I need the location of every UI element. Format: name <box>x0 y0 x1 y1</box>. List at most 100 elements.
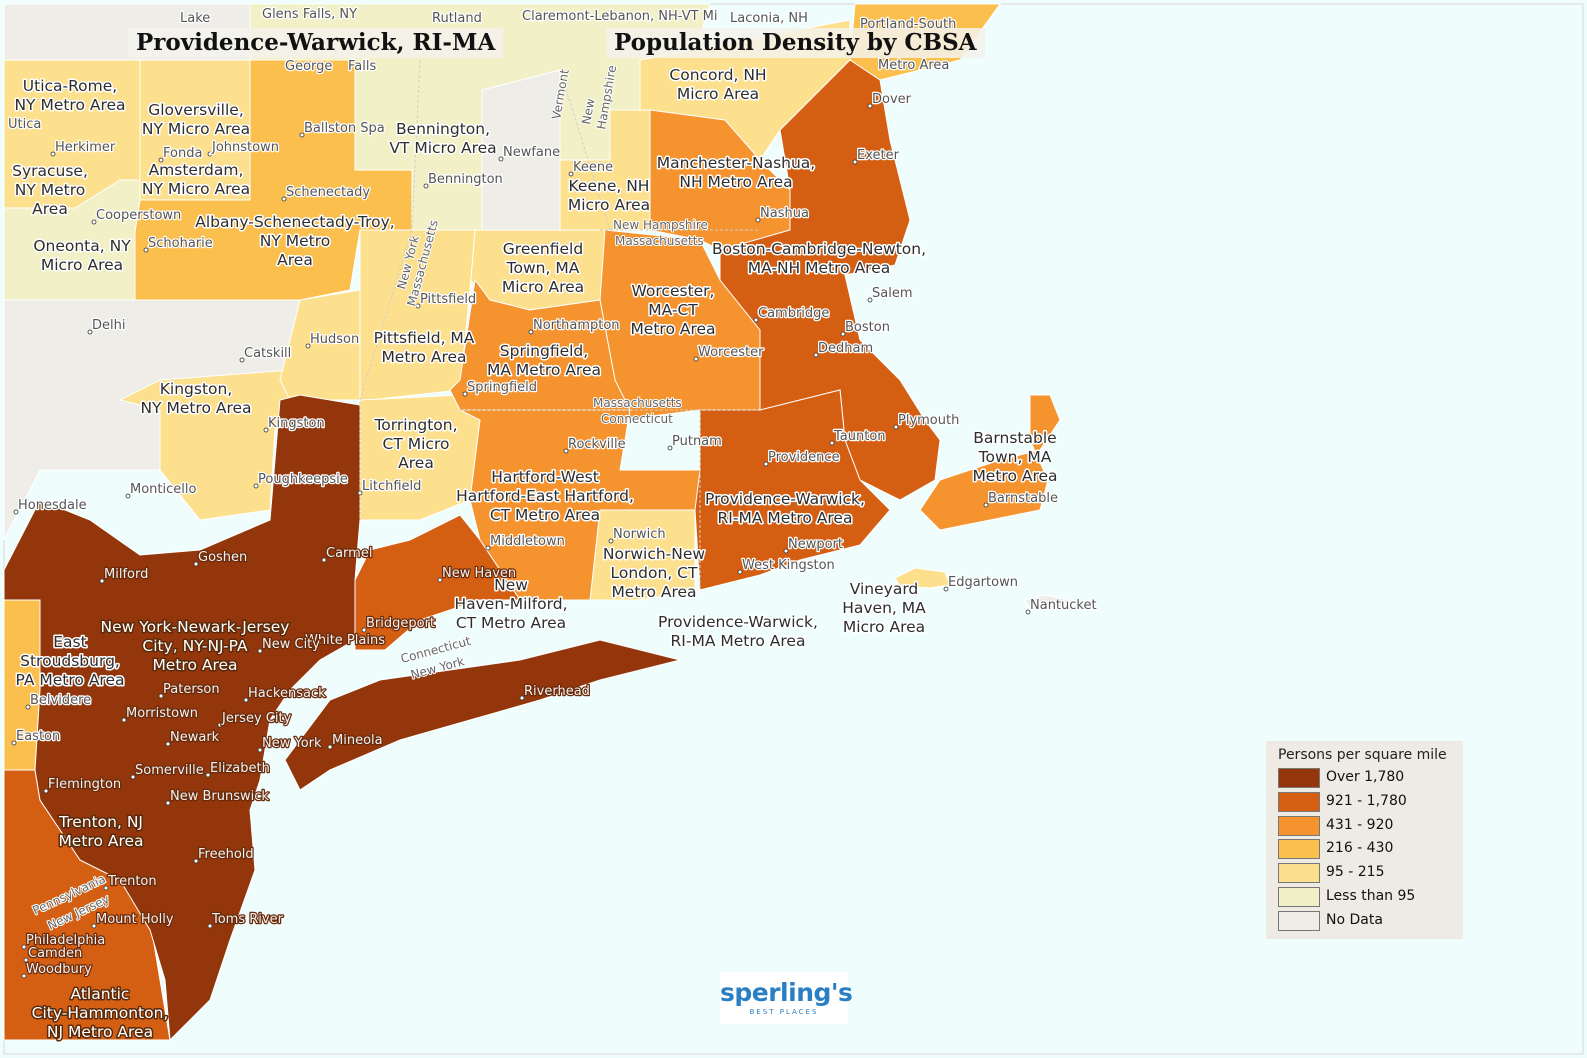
label-greenfield-3: Micro Area <box>502 278 584 296</box>
city-dot <box>608 538 614 544</box>
city-label: Philadelphia <box>26 933 105 948</box>
city-dot <box>528 329 534 335</box>
label-gloversville-2: NY Micro Area <box>142 120 250 138</box>
city-label: Paterson <box>163 682 220 697</box>
label-barnstable-3: Metro Area <box>972 467 1057 485</box>
label-pittsfield: Pittsfield, MA <box>374 329 475 347</box>
city-dot <box>357 490 363 496</box>
city-dot <box>667 445 673 451</box>
label-torrington-3: Area <box>398 454 434 472</box>
city-dot <box>257 648 263 654</box>
city-label: Keene <box>573 160 613 175</box>
city-label: Glens Falls, NY <box>262 7 357 22</box>
city-dot <box>327 744 333 750</box>
city-label: Newfane <box>503 145 560 160</box>
city-dot <box>257 747 263 753</box>
city-label: New York <box>262 736 322 751</box>
city-dot <box>893 424 899 430</box>
label-bennington: Bennington, <box>396 120 490 138</box>
city-dot <box>239 357 245 363</box>
label-atlantic-3: NJ Metro Area <box>47 1023 153 1041</box>
label-utica-rome: Utica-Rome, <box>23 77 117 95</box>
label-atlantic: Atlantic <box>71 985 130 1003</box>
city-dot <box>737 569 743 575</box>
city-dot <box>867 297 873 303</box>
region-921-1780-boston <box>719 59 941 501</box>
label-utica-rome-2: NY Metro Area <box>14 96 125 114</box>
label-barnstable-2: Town, MA <box>978 448 1052 466</box>
city-label: West Kingston <box>742 558 835 573</box>
city-label: Norwich <box>613 527 666 542</box>
state-label-ct: Connecticut <box>601 412 673 426</box>
label-keene: Keene, NH <box>569 177 650 195</box>
city-label: Milford <box>104 567 148 582</box>
label-norwich: Norwich-New <box>603 545 706 563</box>
city-label: Schenectady <box>286 185 370 200</box>
label-worcester-2: MA-CT <box>648 301 698 319</box>
city-label: Kingston <box>268 416 325 431</box>
city-label: New Haven <box>442 566 516 581</box>
city-label: Mineola <box>332 733 383 748</box>
label-syracuse: Syracuse, <box>12 162 88 180</box>
city-label: Bridgeport <box>366 616 435 631</box>
city-label: Worcester <box>698 345 764 360</box>
state-label-ma-2: Massachusetts <box>593 396 682 410</box>
city-label: Middletown <box>490 534 565 549</box>
region-labels: Utica-Rome, NY Metro Area Gloversville, … <box>11 65 1059 1043</box>
city-label: Metro Area <box>878 58 949 73</box>
city-label: Providence <box>768 450 840 465</box>
label-hartford-3: CT Metro Area <box>490 506 600 524</box>
legend-swatch <box>1278 887 1320 907</box>
label-springfield: Springfield, <box>500 342 588 360</box>
label-greenfield-2: Town, MA <box>506 259 580 277</box>
city-dot <box>217 722 223 728</box>
city-label: Hackensack <box>248 686 326 701</box>
label-eaststroud: East <box>53 633 86 651</box>
label-worcester-3: Metro Area <box>630 320 715 338</box>
city-label: Jersey City <box>221 711 292 726</box>
city-label: Pittsfield <box>420 292 476 307</box>
region-over-1780-nyc <box>3 394 361 1042</box>
legend-swatch <box>1278 863 1320 883</box>
label-providence-sea-2: RI-MA Metro Area <box>671 632 806 650</box>
label-concord-2: Micro Area <box>677 85 759 103</box>
label-manchester: Manchester-Nashua, <box>657 154 815 172</box>
city-label: Nantucket <box>1030 598 1097 613</box>
logo-tagline: BEST PLACES <box>749 1008 819 1016</box>
label-vineyard-3: Micro Area <box>843 618 925 636</box>
label-amsterdam: Amsterdam, <box>149 161 244 179</box>
city-dot <box>983 502 989 508</box>
city-label: George <box>285 59 332 74</box>
legend-item: 921 - 1,780 <box>1278 792 1458 814</box>
legend-swatch <box>1278 911 1320 931</box>
city-dot <box>321 557 327 563</box>
legend-label: Over 1,780 <box>1326 769 1405 785</box>
legend-label: 216 - 430 <box>1326 840 1394 856</box>
legend-swatch <box>1278 816 1320 836</box>
label-newhaven-3: CT Metro Area <box>456 614 566 632</box>
region-nantucket <box>1024 594 1072 609</box>
city-dot <box>755 217 761 223</box>
city-label: White Plains <box>305 633 385 648</box>
label-keene-2: Micro Area <box>568 196 650 214</box>
city-label: Monticello <box>130 482 196 497</box>
label-amsterdam-2: NY Micro Area <box>142 180 250 198</box>
city-label: Carmel <box>326 546 372 561</box>
city-label: Claremont-Lebanon, NH-VT Mi <box>522 9 718 24</box>
city-label: Poughkeepsie <box>258 472 348 487</box>
city-dot <box>519 695 525 701</box>
city-label: Belvidere <box>30 693 91 708</box>
region-431-920-hartford <box>459 409 701 601</box>
city-label: Flemington <box>48 777 121 792</box>
label-providence: Providence-Warwick, <box>705 490 865 508</box>
city-label: Schoharie <box>148 236 213 251</box>
city-label: Ballston Spa <box>304 121 385 136</box>
legend-swatch <box>1278 839 1320 859</box>
label-oneonta-2: Micro Area <box>41 256 123 274</box>
city-label: Boston <box>845 320 890 335</box>
city-dot <box>243 697 249 703</box>
city-dot <box>193 858 199 864</box>
label-nyc-3: Metro Area <box>152 656 237 674</box>
city-label: Somerville <box>135 763 204 778</box>
